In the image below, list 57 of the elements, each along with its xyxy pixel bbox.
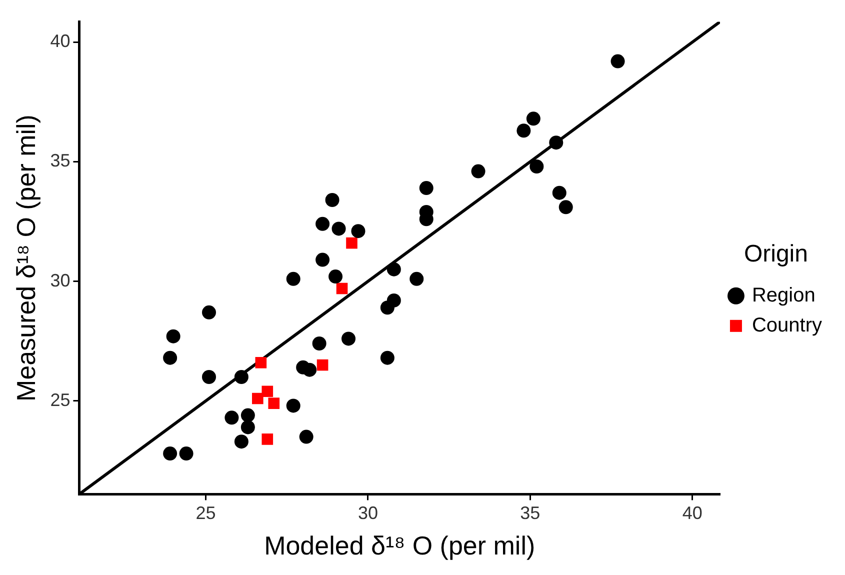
point <box>419 181 434 196</box>
point <box>286 398 300 413</box>
point <box>351 224 366 238</box>
point <box>302 362 317 377</box>
point <box>516 124 531 138</box>
point <box>549 136 564 150</box>
legend-label: Region <box>752 284 816 306</box>
point <box>252 392 264 404</box>
point <box>312 336 326 351</box>
point <box>163 350 178 365</box>
point <box>316 216 330 231</box>
y-tick-label: 25 <box>50 390 70 410</box>
legend-label: Country <box>752 314 822 336</box>
point <box>234 370 248 384</box>
point <box>336 282 348 294</box>
x-tick-label: 25 <box>196 502 216 523</box>
point <box>530 160 544 174</box>
point <box>552 186 566 200</box>
point <box>558 200 573 214</box>
point <box>299 430 314 444</box>
legend-title: Origin <box>744 240 808 268</box>
point <box>325 192 340 207</box>
point <box>262 386 274 398</box>
point <box>346 237 358 249</box>
x-tick-label: 30 <box>358 502 378 523</box>
point <box>179 446 194 461</box>
point <box>332 222 346 236</box>
point <box>286 272 300 286</box>
y-axis-title: Measured δ¹⁸ O (per mil) <box>10 114 41 402</box>
point <box>262 434 274 445</box>
point <box>410 272 424 286</box>
y-tick-label: 40 <box>50 31 70 52</box>
point <box>610 54 625 68</box>
point <box>255 356 267 368</box>
point <box>328 270 343 284</box>
point <box>380 300 394 315</box>
point <box>526 112 540 126</box>
point <box>342 332 356 346</box>
point <box>166 329 180 344</box>
point <box>268 398 280 409</box>
point <box>380 350 394 365</box>
x-tick-label: 35 <box>520 502 540 523</box>
point <box>316 252 330 267</box>
point <box>202 370 216 384</box>
point <box>202 305 216 320</box>
y-tick-label: 30 <box>50 270 70 290</box>
point <box>471 164 486 178</box>
point <box>234 434 248 449</box>
point <box>240 408 255 422</box>
point <box>240 420 255 434</box>
point <box>386 262 401 276</box>
x-axis-title: Modeled δ¹⁸ O (per mil) <box>264 530 536 561</box>
x-tick-label: 40 <box>682 502 702 523</box>
y-tick-label: 35 <box>50 150 70 171</box>
point <box>224 410 239 425</box>
point <box>316 359 328 371</box>
point <box>163 446 178 461</box>
